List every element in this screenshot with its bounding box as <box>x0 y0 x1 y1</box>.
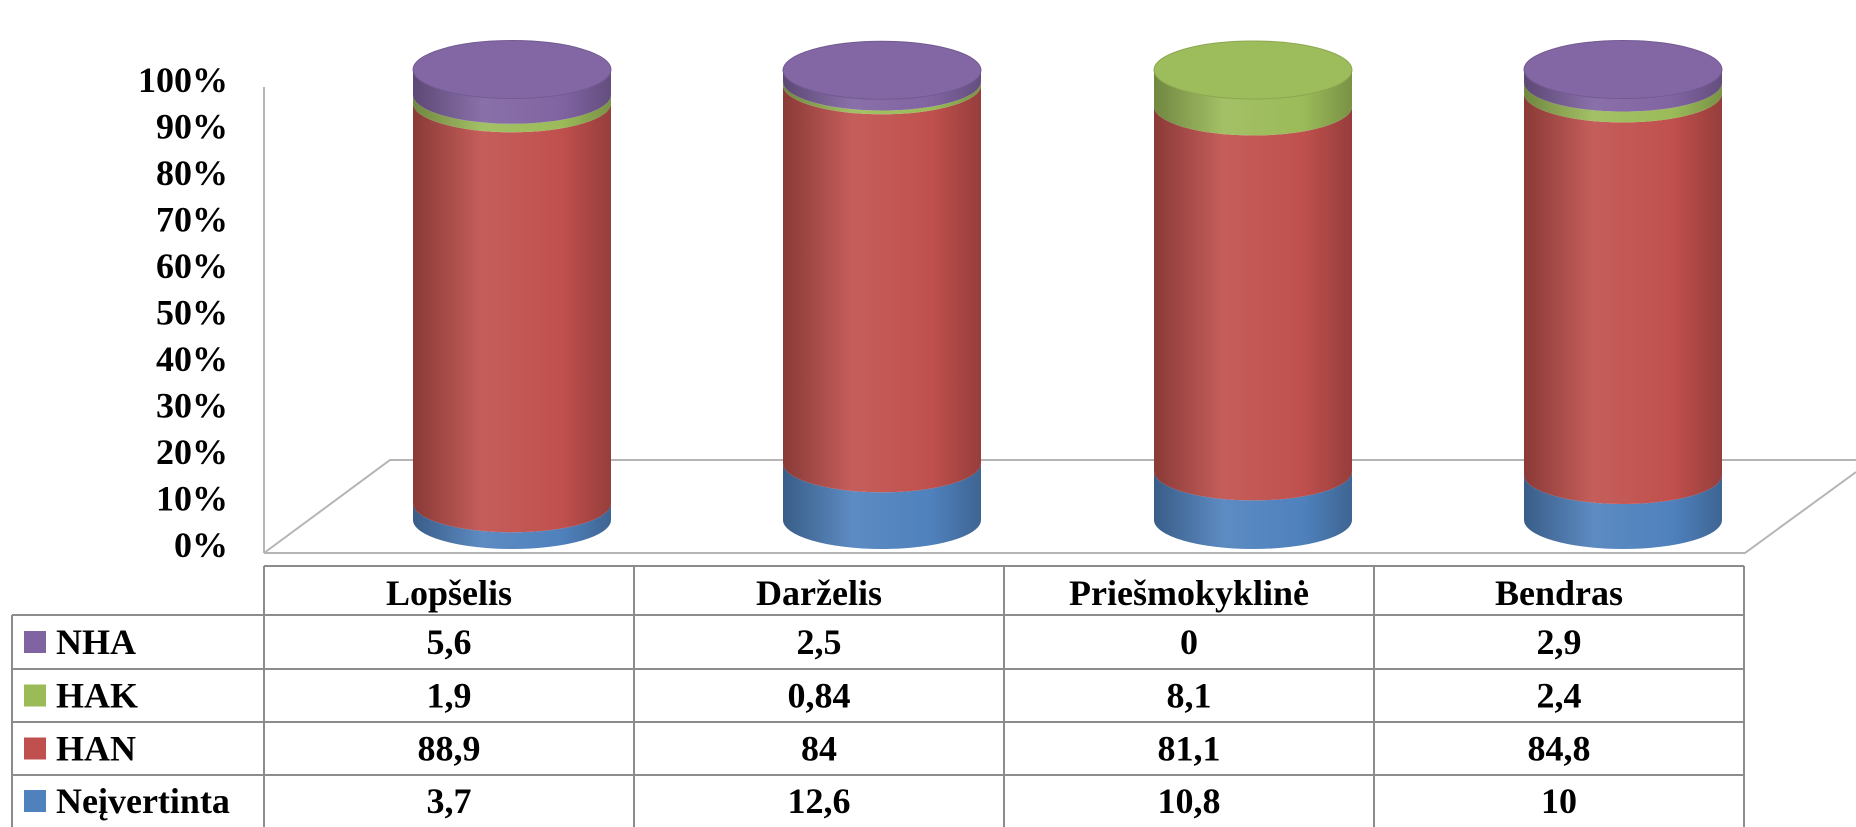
segment-neivertinta-lopselis <box>413 503 611 549</box>
legend-swatch-han <box>24 737 46 760</box>
legend-label: Neįvertinta <box>56 781 230 821</box>
y-tick-label: 60% <box>156 246 228 286</box>
data-label-neivertinta: 12,6 <box>788 781 851 821</box>
bar-priesmokykline <box>1153 40 1353 549</box>
segment-han-lopselis <box>413 103 611 533</box>
bar-top-cap <box>412 40 612 100</box>
segment-han-priesmokykline <box>1154 106 1352 501</box>
y-tick-label: 100% <box>138 60 228 100</box>
legend-swatch-nha <box>24 631 46 653</box>
y-tick-label: 30% <box>156 386 228 426</box>
data-label-hak: 2,4 <box>1537 676 1582 716</box>
legend-swatch-neivertinta <box>24 790 46 812</box>
segment-hak-bendras <box>1524 82 1722 123</box>
segment-hak-priesmokykline <box>1154 70 1352 136</box>
data-label-hak: 1,9 <box>427 676 472 716</box>
y-tick-label: 0% <box>174 525 228 565</box>
legend-label: HAK <box>56 676 138 716</box>
legend-swatch-hak <box>24 684 46 707</box>
data-table: Lopšelis Darželis Priešmokyklinė Bendras NHA… <box>11 565 1745 827</box>
x-category-label: Lopšelis <box>386 573 512 613</box>
bar-top-cap <box>1523 40 1723 100</box>
floor-outline <box>263 87 1856 554</box>
y-tick-label: 20% <box>156 432 228 472</box>
data-label-nha: 2,9 <box>1537 622 1582 662</box>
bar-lopselis <box>412 40 612 549</box>
bar-bendras <box>1523 40 1723 549</box>
bar-top-cap <box>1153 40 1353 100</box>
x-category-label: Priešmokyklinė <box>1069 573 1309 613</box>
x-category-label: Bendras <box>1495 573 1623 613</box>
segment-nha-lopselis <box>413 69 611 124</box>
data-label-han: 88,9 <box>418 729 481 769</box>
y-axis-ticks: 0% 10% 20% 30% 40% 50% 60% 70% 80% 90% 100% <box>138 60 228 565</box>
legend-label: NHA <box>56 622 136 662</box>
data-label-nha: 5,6 <box>427 622 472 662</box>
y-tick-label: 80% <box>156 153 228 193</box>
data-label-neivertinta: 10,8 <box>1158 781 1221 821</box>
segment-nha-darzelis <box>783 70 981 111</box>
data-label-nha: 0 <box>1180 622 1198 662</box>
data-label-hak: 0,84 <box>788 676 851 716</box>
y-tick-label: 90% <box>156 107 228 147</box>
x-category-label: Darželis <box>756 573 882 613</box>
data-label-neivertinta: 10 <box>1541 781 1577 821</box>
y-tick-label: 40% <box>156 339 228 379</box>
bar-darzelis <box>782 40 982 549</box>
segment-neivertinta-darzelis <box>783 463 981 549</box>
segment-han-bendras <box>1524 93 1722 505</box>
y-tick-label: 70% <box>156 200 228 240</box>
chart-floor <box>263 87 1856 554</box>
data-label-nha: 2,5 <box>797 622 842 662</box>
data-label-neivertinta: 3,7 <box>427 781 472 821</box>
data-label-hak: 8,1 <box>1167 676 1212 716</box>
segment-neivertinta-bendras <box>1524 475 1722 549</box>
data-label-han: 84,8 <box>1528 729 1591 769</box>
y-tick-label: 10% <box>156 479 228 519</box>
y-tick-label: 50% <box>156 293 228 333</box>
data-label-han: 84 <box>801 729 837 769</box>
bar-top-cap <box>782 40 982 100</box>
data-label-han: 81,1 <box>1158 729 1221 769</box>
plot-area <box>412 40 1723 549</box>
segment-hak-lopselis <box>413 94 611 133</box>
segment-neivertinta-priesmokykline <box>1154 471 1352 549</box>
segment-nha-bendras <box>1524 69 1722 112</box>
segment-han-darzelis <box>783 85 981 493</box>
legend-label: HAN <box>56 729 136 769</box>
